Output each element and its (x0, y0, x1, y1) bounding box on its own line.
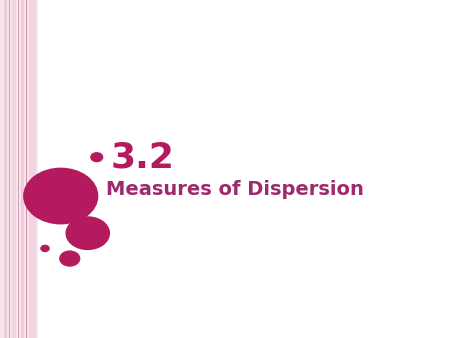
Bar (12, 0, 16, 338)
Bar (18, 0, 19, 338)
Bar (9, 0, 10, 338)
Bar (4, 0, 7, 338)
Circle shape (60, 251, 80, 266)
Circle shape (91, 153, 103, 162)
Circle shape (41, 245, 49, 251)
Circle shape (66, 217, 109, 249)
Circle shape (24, 168, 98, 224)
Bar (0, 0, 38, 338)
Bar (26, 0, 27, 338)
Bar (21, 0, 24, 338)
Text: 3.2: 3.2 (110, 140, 174, 174)
Text: Measures of Dispersion: Measures of Dispersion (106, 180, 364, 199)
Bar (29, 0, 36, 338)
